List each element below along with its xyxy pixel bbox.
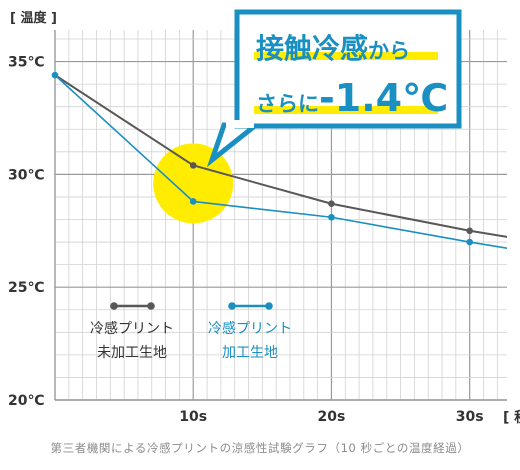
series-point-1: [189, 198, 197, 205]
chart-caption: 第三者機関による冷感プリントの涼感性試験グラフ（10 秒ごとの温度経過）: [50, 441, 470, 455]
callout-tail-cover: [226, 120, 254, 128]
callout-line1: 接触冷感から: [256, 32, 410, 65]
legend-label-untreated-line1: 冷感プリント: [90, 320, 174, 337]
x-tick-label: 20s: [318, 409, 346, 425]
callout-line2-prefix: さらに: [256, 92, 319, 116]
x-tick-label: 10s: [179, 409, 207, 425]
legend-item-untreated: 冷感プリント 未加工生地: [90, 302, 174, 361]
y-tick-label: 30℃: [8, 167, 44, 183]
y-tick-label: 20℃: [8, 393, 44, 409]
series-point-1: [328, 213, 335, 221]
cooling-chart: [ 温度 ] [ 秒 ] 35℃ 30℃ 25℃ 20℃ 10s 20s 30s 冷感プリ…: [8, 9, 520, 426]
callout-underline-2: [254, 106, 438, 114]
y-tick-label: 25℃: [8, 280, 44, 296]
y-tick-label: 35℃: [8, 55, 44, 71]
callout: 接触冷感から さらに-1.4℃: [206, 9, 462, 168]
legend: 冷感プリント 未加工生地 冷感プリント 加工生地: [90, 302, 292, 361]
callout-line1-suffix: から: [368, 39, 410, 63]
legend-marker-untreated-end: [147, 302, 155, 310]
callout-line2-value: -1.4℃: [319, 76, 448, 120]
y-axis-label: [ 温度 ]: [10, 10, 57, 26]
legend-marker-treated: [228, 302, 236, 310]
x-tick-labels: 10s 20s 30s: [179, 409, 483, 425]
callout-line2: さらに-1.4℃: [256, 76, 448, 120]
series-point-0: [466, 227, 473, 235]
series-point-0: [328, 200, 335, 208]
legend-label-untreated-line2: 未加工生地: [97, 345, 167, 361]
callout-underline-1: [254, 52, 438, 60]
legend-label-treated-line2: 加工生地: [222, 345, 278, 361]
series-layer: [51, 71, 507, 249]
callout-tail: [206, 122, 264, 168]
x-tick-label: 30s: [456, 409, 484, 425]
series-point-1: [466, 238, 473, 246]
legend-label-treated-line1: 冷感プリント: [208, 320, 292, 337]
legend-marker-treated-end: [265, 302, 273, 310]
callout-line1-main: 接触冷感: [256, 32, 368, 65]
series-start-point: [51, 71, 59, 79]
y-tick-labels: 35℃ 30℃ 25℃ 20℃: [8, 55, 44, 409]
x-axis-label: [ 秒 ]: [503, 409, 520, 426]
legend-marker-untreated: [110, 302, 118, 310]
series-point-0: [189, 162, 197, 169]
legend-item-treated: 冷感プリント 加工生地: [208, 302, 292, 361]
